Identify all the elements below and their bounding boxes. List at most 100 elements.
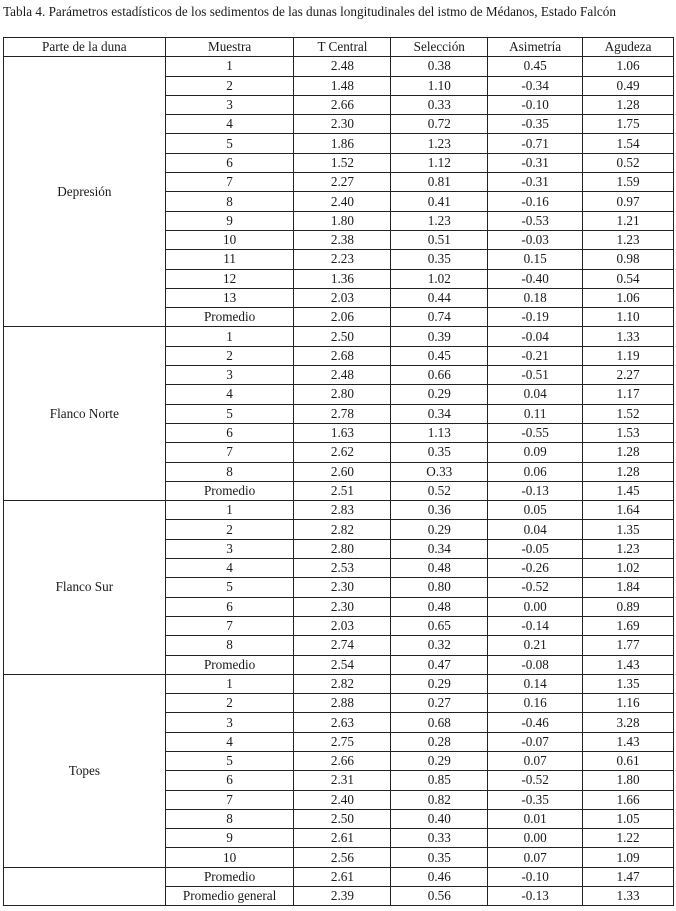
cell-agudeza: 1.66 — [582, 789, 674, 810]
cell-seleccion: 0.33 — [390, 828, 489, 849]
cell-asimetria: -0.07 — [487, 731, 584, 752]
header-agudeza: Agudeza — [582, 36, 674, 58]
table-row: 9 2.61 0.33 0.00 1.22 — [4, 828, 674, 849]
cell-agudeza: 0.98 — [582, 249, 674, 270]
cell-asimetria: 0.06 — [487, 461, 584, 482]
cell-agudeza: 1.47 — [582, 866, 674, 888]
table-row: 7 2.03 0.65 -0.14 1.69 — [4, 615, 674, 637]
cell-t-central: 2.78 — [293, 403, 392, 424]
table-row: 4 2.75 0.28 -0.07 1.43 — [4, 731, 674, 752]
table-row: 3 2.80 0.34 -0.05 1.23 — [4, 538, 674, 560]
table-row: Promedio 2.54 0.47 -0.08 1.43 — [4, 654, 674, 675]
group-label-cell: Flanco Norte — [3, 326, 166, 502]
cell-muestra: Promedio — [164, 307, 295, 328]
cell-muestra: 4 — [164, 731, 295, 752]
cell-seleccion: 0.68 — [390, 712, 489, 733]
cell-agudeza: 1.35 — [582, 519, 674, 540]
cell-muestra: 3 — [164, 94, 295, 116]
cell-muestra: 7 — [164, 172, 295, 193]
cell-seleccion: 0.65 — [390, 615, 489, 637]
cell-agudeza: 0.49 — [582, 75, 674, 96]
cell-muestra: 9 — [164, 210, 295, 231]
cell-muestra: 5 — [164, 750, 295, 772]
table-row: 6 1.52 1.12 -0.31 0.52 — [4, 152, 674, 174]
cell-asimetria: 0.11 — [487, 403, 584, 424]
cell-seleccion: 0.48 — [390, 558, 489, 579]
table-row: 8 2.60 O.33 0.06 1.28 — [4, 461, 674, 482]
cell-muestra: Promedio — [164, 654, 295, 675]
cell-agudeza: 1.09 — [582, 847, 674, 868]
cell-muestra: 6 — [164, 152, 295, 174]
cell-t-central: 2.61 — [293, 828, 392, 849]
cell-agudeza: 1.77 — [582, 635, 674, 656]
cell-agudeza: 0.54 — [582, 268, 674, 289]
cell-seleccion: 0.34 — [390, 538, 489, 560]
cell-asimetria: -0.21 — [487, 345, 584, 367]
cell-t-central: 2.48 — [293, 56, 392, 77]
cell-asimetria: -0.31 — [487, 152, 584, 174]
cell-t-central: 2.66 — [293, 94, 392, 116]
cell-muestra: 9 — [164, 828, 295, 849]
cell-asimetria: -0.35 — [487, 789, 584, 810]
cell-asimetria: -0.03 — [487, 229, 584, 251]
cell-asimetria: 0.09 — [487, 442, 584, 463]
cell-asimetria: -0.35 — [487, 114, 584, 135]
cell-asimetria: -0.53 — [487, 210, 584, 231]
cell-seleccion: 0.72 — [390, 114, 489, 135]
cell-asimetria: 0.07 — [487, 750, 584, 772]
cell-agudeza: 1.17 — [582, 384, 674, 405]
cell-agudeza: 1.22 — [582, 828, 674, 849]
cell-t-central: 2.30 — [293, 577, 392, 598]
table-row: 7 2.40 0.82 -0.35 1.66 — [4, 789, 674, 810]
cell-agudeza: 1.19 — [582, 345, 674, 367]
cell-seleccion: 0.38 — [390, 56, 489, 77]
cell-muestra: 4 — [164, 114, 295, 135]
cell-asimetria: 0.16 — [487, 693, 584, 714]
header-t-central: T Central — [293, 36, 392, 58]
cell-asimetria: -0.04 — [487, 326, 584, 347]
cell-asimetria: 0.07 — [487, 847, 584, 868]
cell-muestra: 5 — [164, 403, 295, 424]
table-row: 2 2.82 0.29 0.04 1.35 — [4, 519, 674, 540]
cell-agudeza: 1.69 — [582, 615, 674, 637]
cell-asimetria: 0.00 — [487, 828, 584, 849]
cell-seleccion: 1.02 — [390, 268, 489, 289]
cell-muestra: 2 — [164, 75, 295, 96]
cell-muestra: 11 — [164, 249, 295, 270]
cell-agudeza: 2.27 — [582, 365, 674, 386]
table-row: Flanco Sur 1 2.83 0.36 0.05 1.64 — [3, 500, 674, 675]
cell-asimetria: -0.40 — [487, 268, 584, 289]
cell-agudeza: 1.16 — [582, 693, 674, 714]
cell-t-central: 2.80 — [293, 384, 392, 405]
cell-muestra: 6 — [164, 770, 295, 791]
cell-agudeza: 1.35 — [582, 673, 674, 695]
cell-seleccion: 0.81 — [390, 172, 489, 193]
cell-muestra: 6 — [164, 422, 295, 444]
cell-muestra: 4 — [164, 384, 295, 405]
cell-seleccion: 0.51 — [390, 229, 489, 251]
cell-agudeza: 1.06 — [582, 287, 674, 309]
cell-asimetria: -0.10 — [487, 866, 584, 888]
table-row: 9 1.80 1.23 -0.53 1.21 — [4, 210, 674, 231]
cell-seleccion: 1.23 — [390, 210, 489, 231]
cell-t-central: 1.48 — [293, 75, 392, 96]
cell-agudeza: 1.43 — [582, 731, 674, 752]
cell-seleccion: 0.35 — [390, 847, 489, 868]
cell-seleccion: O.33 — [390, 461, 489, 482]
cell-t-central: 1.52 — [293, 152, 392, 174]
cell-agudeza: 0.52 — [582, 152, 674, 174]
cell-muestra: 3 — [164, 538, 295, 560]
cell-muestra: 8 — [164, 635, 295, 656]
cell-t-central: 2.75 — [293, 731, 392, 752]
cell-asimetria: 0.04 — [487, 384, 584, 405]
table-row: Flanco Norte 1 2.50 0.39 -0.04 1.33 — [3, 326, 674, 502]
cell-seleccion: 0.48 — [390, 596, 489, 617]
group-label-cell: Flanco Sur — [3, 500, 166, 675]
cell-t-central: 2.27 — [293, 172, 392, 193]
cell-t-central: 2.39 — [293, 886, 392, 907]
cell-muestra: 2 — [164, 519, 295, 540]
cell-asimetria: 0.05 — [487, 500, 584, 521]
cell-seleccion: 0.33 — [390, 94, 489, 116]
cell-asimetria: 0.00 — [487, 596, 584, 617]
cell-seleccion: 1.10 — [390, 75, 489, 96]
